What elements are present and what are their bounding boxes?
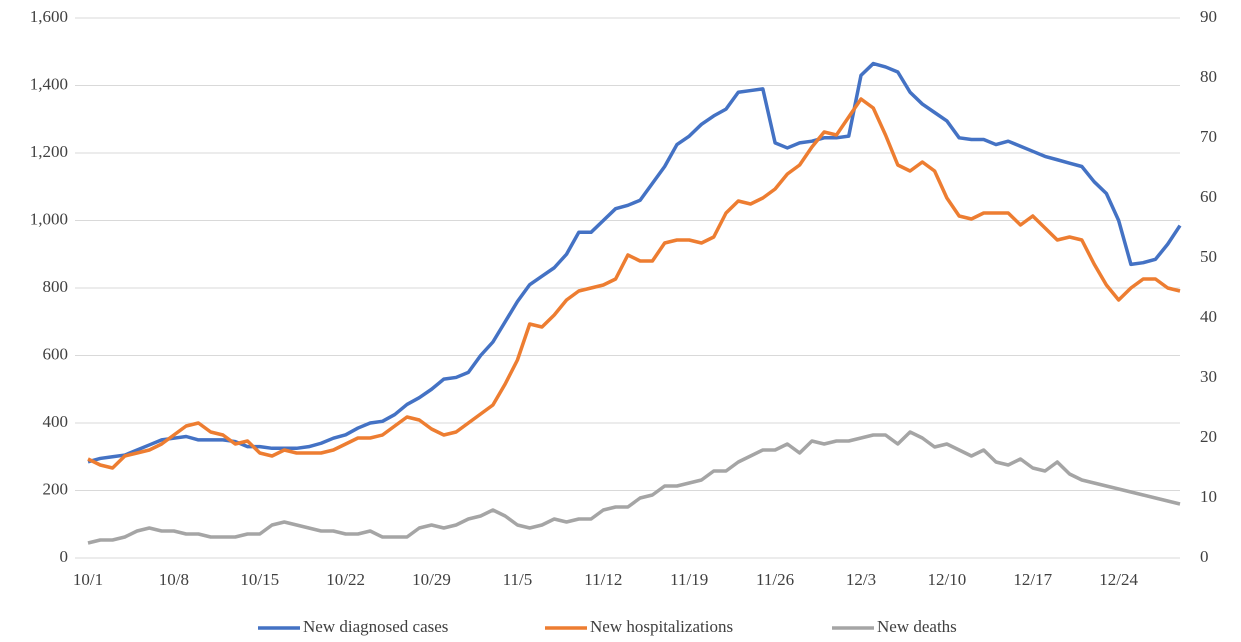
legend-label: New deaths (877, 617, 957, 636)
series-line (87, 61, 1182, 464)
x-tick-label: 10/22 (326, 570, 365, 589)
y2-tick-label: 30 (1200, 367, 1217, 386)
series-line (87, 97, 1181, 470)
legend-label: New diagnosed cases (303, 617, 448, 636)
y-tick-label: 800 (43, 277, 69, 296)
y2-tick-label: 80 (1200, 67, 1217, 86)
y-tick-label: 1,400 (30, 74, 68, 93)
y-tick-label: 600 (43, 344, 69, 363)
x-tick-label: 11/5 (503, 570, 533, 589)
y2-tick-label: 10 (1200, 487, 1217, 506)
x-tick-label: 11/26 (756, 570, 794, 589)
y2-tick-label: 20 (1200, 427, 1217, 446)
x-tick-label: 10/15 (240, 570, 279, 589)
y-tick-label: 400 (43, 412, 69, 431)
y2-tick-label: 90 (1200, 7, 1217, 26)
y-tick-label: 1,600 (30, 7, 68, 26)
x-tick-label: 10/1 (73, 570, 103, 589)
x-tick-label: 11/12 (584, 570, 622, 589)
y2-tick-label: 0 (1200, 547, 1209, 566)
x-tick-label: 12/17 (1013, 570, 1052, 589)
y2-tick-label: 70 (1200, 127, 1217, 146)
x-tick-label: 10/29 (412, 570, 451, 589)
series-line (87, 430, 1181, 545)
legend-label: New hospitalizations (590, 617, 733, 636)
x-tick-label: 11/19 (670, 570, 708, 589)
y-tick-label: 1,000 (30, 209, 68, 228)
y-tick-label: 1,200 (30, 142, 68, 161)
y2-tick-label: 60 (1200, 187, 1217, 206)
y-tick-label: 200 (43, 479, 69, 498)
x-tick-label: 10/8 (159, 570, 189, 589)
x-tick-label: 12/24 (1099, 570, 1138, 589)
y2-tick-label: 40 (1200, 307, 1217, 326)
x-tick-label: 12/3 (846, 570, 876, 589)
y-tick-label: 0 (60, 547, 69, 566)
x-tick-label: 12/10 (928, 570, 967, 589)
y2-tick-label: 50 (1200, 247, 1217, 266)
